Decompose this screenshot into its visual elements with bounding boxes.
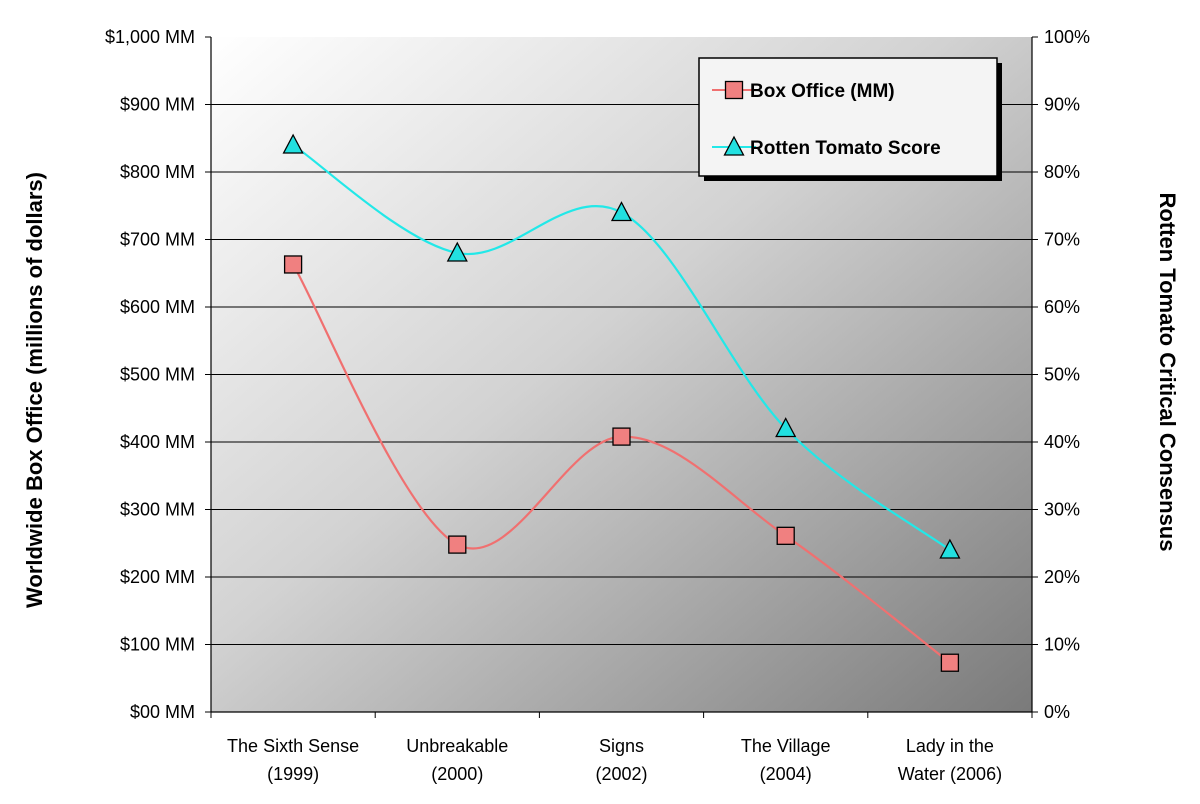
right-tick-label: 10% <box>1044 635 1080 655</box>
x-tick-label: The Sixth Sense (1999) <box>227 736 359 784</box>
box-office-point <box>283 255 303 274</box>
left-tick-label: $800 MM <box>120 162 195 182</box>
gridlines <box>211 104 1032 645</box>
x-axis-ticks: The Sixth Sense (1999) Unbreakable (2000) Si… <box>210 712 1033 784</box>
rotten-tomato-point <box>282 133 304 154</box>
right-tick-label: 50% <box>1044 365 1080 385</box>
left-tick-label: $00 MM <box>130 702 195 722</box>
box-office-series-line <box>292 263 951 664</box>
rotten-tomato-point <box>610 201 633 222</box>
right-tick-label: 80% <box>1044 162 1080 182</box>
left-tick-label: $600 MM <box>120 297 195 317</box>
legend-box <box>698 57 998 177</box>
left-tick-label: $500 MM <box>120 365 195 385</box>
box-office-point <box>448 535 467 554</box>
rotten-tomato-point <box>446 241 468 262</box>
right-tick-label: 60% <box>1044 297 1080 317</box>
left-tick-label: $900 MM <box>120 95 195 115</box>
right-tick-label: 30% <box>1044 500 1080 520</box>
left-tick-label: $300 MM <box>120 500 195 520</box>
right-tick-label: 20% <box>1044 567 1080 587</box>
left-tick-label: $400 MM <box>120 432 195 452</box>
legend-box-office-label: Box Office (MM) <box>750 81 895 102</box>
legend: Box Office (MM) Rotten Tomato Score <box>698 57 1002 181</box>
right-tick-label: 100% <box>1044 27 1090 47</box>
left-axis-title: Worldwide Box Office (millions of dollar… <box>22 172 47 608</box>
series-markers <box>282 133 961 672</box>
right-tick-label: 70% <box>1044 230 1080 250</box>
legend-rotten-tomato-label: Rotten Tomato Score <box>750 138 941 159</box>
rotten-tomato-point <box>939 538 961 559</box>
left-axis-ticks: $00 MM $100 MM $200 MM $300 MM $400 MM $500 M… <box>105 27 211 722</box>
box-office-point <box>940 653 960 672</box>
right-axis-ticks: 0% 10% 20% 30% 40% 50% 60% 70% 80% 90% 100% <box>1032 27 1090 722</box>
x-tick-label: The Village (2004) <box>741 736 831 784</box>
left-tick-label: $1,000 MM <box>105 27 195 47</box>
right-tick-label: 90% <box>1044 95 1080 115</box>
box-office-point <box>776 526 795 545</box>
rotten-tomato-point <box>775 417 797 438</box>
right-tick-label: 0% <box>1044 702 1070 722</box>
x-tick-label: Unbreakable (2000) <box>406 736 508 784</box>
legend-box-office-marker <box>724 80 744 100</box>
left-tick-label: $200 MM <box>120 567 195 587</box>
legend-rotten-tomato-marker <box>723 135 745 156</box>
right-tick-label: 40% <box>1044 432 1080 452</box>
left-tick-label: $100 MM <box>120 635 195 655</box>
box-office-point <box>612 427 631 446</box>
left-tick-label: $700 MM <box>120 230 195 250</box>
x-tick-label: Lady in the Water (2006) <box>898 736 1002 784</box>
x-tick-label: Signs (2002) <box>595 736 647 784</box>
right-axis-title: Rotten Tomato Critical Consensus <box>1155 193 1180 552</box>
